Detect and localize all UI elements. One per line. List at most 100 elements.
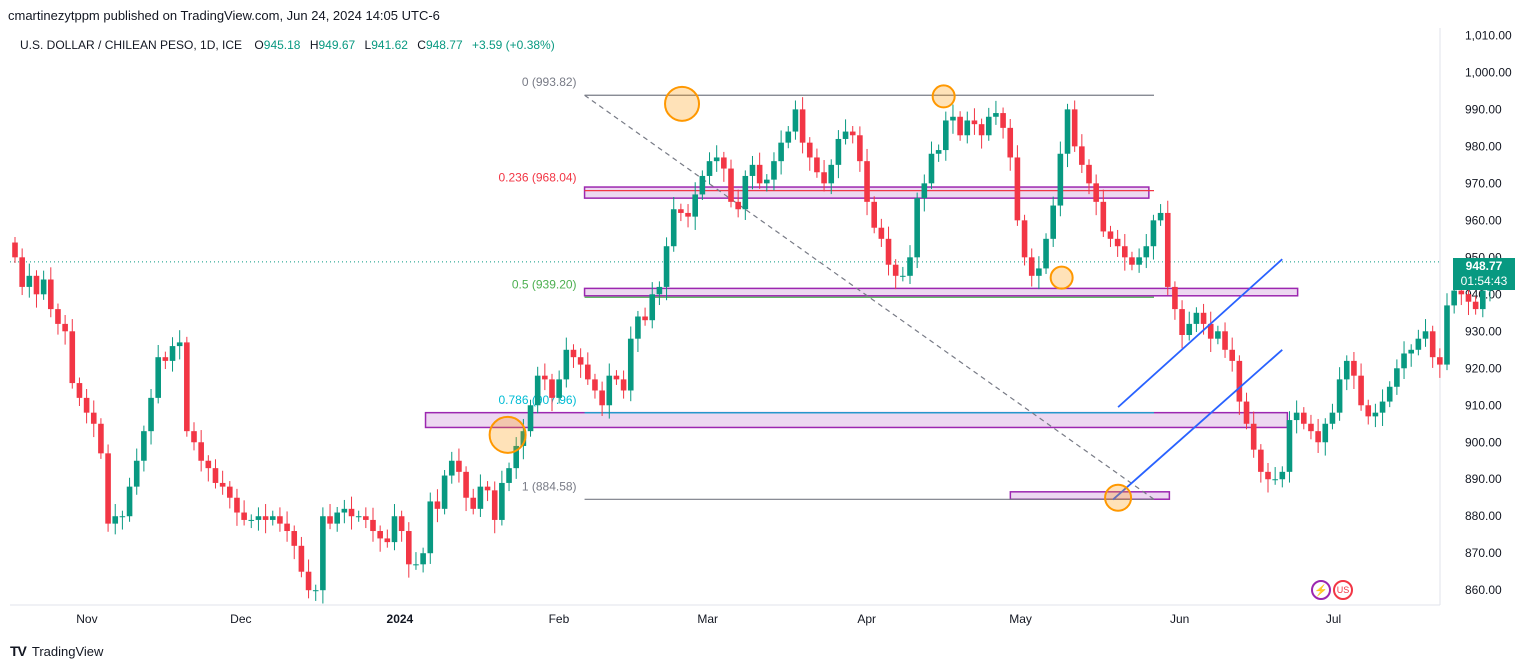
candle-body: [1193, 312, 1200, 324]
candle-body: [19, 257, 25, 287]
x-tick-label: Jun: [1170, 612, 1189, 626]
symbol-name[interactable]: U.S. DOLLAR / CHILEAN PESO, 1D, ICE: [20, 38, 243, 52]
candle-body: [112, 516, 119, 524]
candle-body: [1415, 338, 1422, 350]
sr-zone: [424, 411, 1289, 429]
candle-body: [864, 161, 870, 202]
candle-body: [434, 501, 441, 509]
candle-body: [1086, 164, 1092, 184]
candle-body: [1343, 360, 1350, 380]
candle-body: [570, 349, 577, 358]
candle-body: [534, 375, 541, 406]
fib-level-label: 1 (884.58): [522, 479, 577, 493]
candle-body: [155, 357, 161, 398]
candle-body: [1107, 231, 1114, 239]
candle-body: [184, 342, 190, 432]
candle-body: [678, 209, 684, 213]
candle-body: [1164, 212, 1171, 287]
candle-body: [849, 131, 856, 136]
change-value: +3.59 (+0.38%): [471, 38, 555, 52]
candle-body: [771, 161, 777, 180]
candle-body: [663, 246, 670, 287]
open-label: O: [254, 38, 264, 52]
candle-body: [141, 431, 147, 461]
candle-body: [413, 564, 419, 566]
candle-body: [1079, 146, 1085, 165]
candle-body: [542, 375, 548, 380]
candle-body: [670, 209, 677, 247]
candle-body: [26, 275, 33, 287]
candle-body: [1043, 238, 1049, 269]
candle-body: [76, 383, 83, 398]
y-tick-label: 980.00: [1465, 139, 1502, 153]
candle-body: [126, 486, 133, 517]
candle-body: [456, 460, 462, 472]
candle-body: [871, 201, 877, 228]
y-tick-label: 960.00: [1465, 213, 1502, 227]
flag-icon[interactable]: US: [1333, 580, 1353, 600]
candle-body: [1308, 423, 1314, 432]
fib-level-label: 0 (993.82): [522, 75, 577, 89]
candle-body: [1480, 290, 1486, 310]
candle-body: [1394, 368, 1400, 387]
candle-body: [1336, 379, 1343, 413]
candle-body: [764, 179, 770, 184]
publisher-note: cmartinezytppm published on TradingView.…: [8, 8, 440, 23]
candle-body: [1236, 360, 1243, 402]
candle-body: [842, 131, 849, 139]
y-tick-label: 880.00: [1465, 509, 1502, 523]
candle-body: [377, 531, 383, 539]
candle-body: [1279, 471, 1286, 480]
candle-body: [119, 516, 126, 518]
candle-body: [742, 175, 749, 210]
candle-body: [1100, 201, 1107, 232]
candle-body: [1293, 412, 1300, 421]
candle-body: [1465, 294, 1472, 302]
candle-body: [420, 553, 426, 565]
candle-body: [398, 516, 405, 532]
y-tick-label: 920.00: [1465, 361, 1502, 375]
candle-body: [191, 431, 197, 443]
candle-body: [1093, 183, 1099, 202]
candle-body: [441, 475, 448, 509]
candle-body: [1028, 257, 1035, 276]
candle-body: [248, 519, 255, 521]
candle-body: [1057, 153, 1064, 206]
candle-body: [499, 482, 505, 520]
tradingview-logo-icon: TV: [10, 643, 27, 659]
y-tick-label: 1,010.00: [1465, 28, 1512, 42]
footer-brand[interactable]: TV TradingView: [10, 643, 103, 659]
candle-body: [133, 460, 140, 487]
last-price: 948.77: [1465, 259, 1503, 273]
candle-body: [1064, 109, 1071, 154]
candle-body: [477, 486, 484, 509]
symbol-info: U.S. DOLLAR / CHILEAN PESO, 1D, ICE O945…: [20, 38, 561, 52]
candle-body: [1243, 401, 1250, 424]
candle-body: [219, 482, 226, 487]
indicator-badges: ⚡ US: [1311, 580, 1353, 600]
candle-body: [463, 471, 469, 498]
candle-body: [334, 512, 340, 524]
candle-body: [198, 442, 204, 461]
pivot-marker: [664, 85, 701, 122]
candle-body: [1200, 312, 1207, 324]
candle-body: [83, 397, 90, 413]
candle-body: [98, 423, 104, 454]
candle-body: [33, 275, 40, 295]
candle-body: [1429, 331, 1436, 358]
candle-body: [384, 538, 391, 543]
candle-body: [1358, 375, 1364, 406]
candle-body: [212, 468, 219, 483]
candle-body: [1007, 127, 1014, 158]
candle-body: [241, 512, 247, 520]
lightning-icon[interactable]: ⚡: [1311, 580, 1331, 600]
candle-body: [613, 375, 620, 380]
candle-body: [792, 109, 799, 132]
candle-body: [1122, 246, 1128, 258]
candle-body: [606, 375, 613, 406]
candle-body: [928, 153, 935, 184]
candle-body: [642, 316, 648, 321]
candle-body: [69, 331, 76, 384]
high-label: H: [309, 38, 319, 52]
